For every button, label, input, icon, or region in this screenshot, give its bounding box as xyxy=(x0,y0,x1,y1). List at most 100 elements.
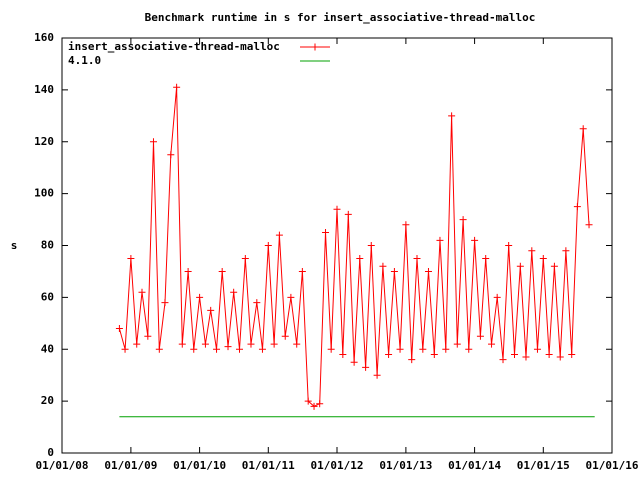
x-tick-label: 01/01/08 xyxy=(36,459,89,472)
marker xyxy=(413,254,421,262)
marker xyxy=(287,293,295,301)
marker xyxy=(562,247,570,255)
marker xyxy=(510,350,518,358)
x-tick-label: 01/01/13 xyxy=(379,459,432,472)
marker xyxy=(430,350,438,358)
marker xyxy=(362,363,370,371)
marker xyxy=(493,293,501,301)
marker xyxy=(424,267,432,275)
marker xyxy=(396,345,404,353)
marker xyxy=(230,288,238,296)
marker xyxy=(224,343,232,351)
y-tick-label: 40 xyxy=(41,342,54,355)
marker xyxy=(465,345,473,353)
y-tick-label: 20 xyxy=(41,394,54,407)
marker xyxy=(453,340,461,348)
marker xyxy=(367,242,375,249)
marker xyxy=(533,345,541,353)
marker xyxy=(115,325,123,332)
marker xyxy=(161,299,169,307)
marker xyxy=(442,345,450,353)
marker xyxy=(402,221,410,229)
chart-title: Benchmark runtime in s for insert_associ… xyxy=(145,11,536,24)
marker xyxy=(573,203,581,211)
legend-marker xyxy=(311,43,319,51)
marker xyxy=(133,340,141,348)
marker xyxy=(568,350,576,358)
marker xyxy=(201,340,209,348)
marker xyxy=(385,350,393,358)
marker xyxy=(144,332,152,340)
marker xyxy=(499,356,507,364)
marker xyxy=(207,306,215,314)
marker xyxy=(298,267,306,275)
marker xyxy=(539,254,547,262)
x-tick-label: 01/01/12 xyxy=(311,459,364,472)
x-tick-label: 01/01/15 xyxy=(517,459,570,472)
x-tick-label: 01/01/11 xyxy=(242,459,295,472)
marker xyxy=(528,247,536,255)
marker xyxy=(476,332,484,340)
marker xyxy=(196,293,204,301)
marker xyxy=(270,340,278,348)
marker xyxy=(213,345,221,353)
marker xyxy=(522,353,530,361)
marker xyxy=(253,299,261,307)
marker xyxy=(304,397,312,405)
marker xyxy=(155,345,163,353)
marker xyxy=(327,345,335,353)
marker xyxy=(127,254,135,262)
marker xyxy=(322,229,330,237)
marker xyxy=(390,267,398,275)
y-tick-label: 120 xyxy=(34,135,54,148)
marker xyxy=(459,216,467,224)
marker xyxy=(379,262,387,270)
marker xyxy=(545,350,553,358)
marker xyxy=(149,138,157,146)
marker xyxy=(482,254,490,262)
marker xyxy=(167,151,175,159)
legend-label: 4.1.0 xyxy=(68,54,101,67)
y-tick-label: 0 xyxy=(47,446,54,459)
legend-label: insert_associative-thread-malloc xyxy=(68,40,280,53)
marker xyxy=(579,125,587,133)
y-tick-label: 160 xyxy=(34,31,54,44)
x-tick-label: 01/01/09 xyxy=(104,459,157,472)
marker xyxy=(275,231,283,239)
marker xyxy=(316,400,324,408)
y-axis-label: s xyxy=(11,239,18,252)
marker xyxy=(356,254,364,262)
marker xyxy=(310,402,318,410)
marker xyxy=(408,356,416,364)
y-tick-label: 140 xyxy=(34,83,54,96)
y-tick-label: 100 xyxy=(34,187,54,200)
marker xyxy=(488,340,496,348)
marker xyxy=(121,345,129,353)
marker xyxy=(419,345,427,353)
marker xyxy=(235,345,243,353)
marker xyxy=(350,358,358,366)
marker xyxy=(556,353,564,361)
y-tick-label: 80 xyxy=(41,239,54,252)
marker xyxy=(550,262,558,270)
marker xyxy=(344,210,352,218)
marker xyxy=(333,205,341,213)
marker xyxy=(258,345,266,353)
marker xyxy=(281,332,289,340)
marker xyxy=(448,112,456,120)
marker xyxy=(138,288,146,296)
marker xyxy=(247,340,255,348)
marker xyxy=(471,236,479,244)
y-tick-label: 60 xyxy=(41,290,54,303)
marker xyxy=(173,83,181,91)
marker xyxy=(585,221,593,229)
marker xyxy=(373,371,381,379)
marker xyxy=(241,254,249,262)
marker xyxy=(178,340,186,348)
marker xyxy=(293,340,301,348)
marker xyxy=(516,262,524,270)
marker xyxy=(505,242,513,249)
marker xyxy=(218,267,226,275)
